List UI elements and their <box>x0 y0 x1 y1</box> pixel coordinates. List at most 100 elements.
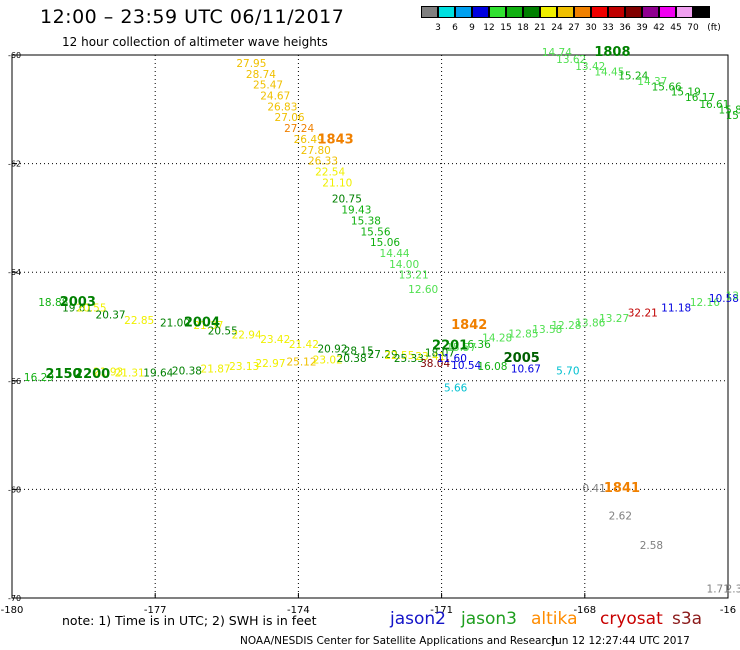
wave-height-label: 13.86 <box>575 318 605 330</box>
wave-height-label: 27.80 <box>301 145 331 157</box>
color-scale-label: 70 <box>687 23 699 33</box>
satellite-legend-item: jason3 <box>461 609 517 629</box>
color-scale-label: 42 <box>653 23 665 33</box>
wave-height-label: 16.29 <box>24 372 54 384</box>
y-tick-label: -62 <box>8 160 21 169</box>
color-scale-swatch <box>455 6 472 18</box>
wave-height-label: 38.04 <box>420 358 450 370</box>
wave-height-label: 13.58 <box>532 324 562 336</box>
wave-height-label: 14.74 <box>542 47 572 59</box>
wave-height-label: 20.92 <box>317 344 347 356</box>
satellite-legend-item: s3a <box>672 609 703 629</box>
wave-height-label: 2.3 <box>726 584 740 596</box>
color-scale-label: 39 <box>636 23 648 33</box>
wave-height-label: 21.37 <box>193 320 223 332</box>
pass-time-label: 1843 <box>317 133 353 148</box>
color-scale-swatch <box>489 6 506 18</box>
color-scale-swatch <box>693 6 710 18</box>
color-scale-swatch <box>574 6 591 18</box>
wave-height-label: 20.38 <box>172 365 202 377</box>
wave-height-label: 22.97 <box>255 358 285 370</box>
wave-height-label: 5.66 <box>444 383 468 395</box>
wave-height-label: 12.85 <box>508 328 538 340</box>
pass-time-label: 2004 <box>184 316 220 331</box>
x-tick-label: -168 <box>573 605 596 616</box>
color-scale-swatch <box>472 6 489 18</box>
satellite-legend-item: cryosat <box>600 609 663 629</box>
wave-height-label: 23.13 <box>229 361 259 373</box>
wave-height-label: 15.86 <box>726 110 740 122</box>
color-scale-swatch <box>506 6 523 18</box>
pass-time-label: 1808 <box>594 45 630 60</box>
wave-height-label: 15.38 <box>351 215 381 227</box>
y-tick-label: -64 <box>8 268 21 277</box>
wave-height-label: 15.66 <box>652 81 682 93</box>
wave-height-label: 15.57 <box>446 342 476 354</box>
wave-height-label: 20.37 <box>96 309 126 321</box>
wave-height-label: 15.56 <box>360 226 390 238</box>
satellite-legend-item: jason2 <box>390 609 446 629</box>
wave-height-label: 21.87 <box>201 364 231 376</box>
pass-time-label: 2201 <box>432 338 468 353</box>
wave-height-label: 22.94 <box>232 329 262 341</box>
x-tick-label: -180 <box>1 605 24 616</box>
wave-height-label: 15.87 <box>718 105 740 117</box>
color-scale-label: 36 <box>619 23 631 33</box>
x-tick-label: -16 <box>720 605 736 616</box>
wave-height-label: 14.37 <box>637 76 667 88</box>
color-scale-label: 9 <box>469 23 475 33</box>
pass-time-label: 1841 <box>604 481 640 496</box>
color-scale-swatch <box>659 6 676 18</box>
wave-height-label: 12.60 <box>408 284 438 296</box>
wave-height-label: 0.41 <box>582 483 605 495</box>
wave-height-label: 13.27 <box>599 313 629 325</box>
pass-time-label: 2005 <box>504 351 540 366</box>
wave-height-label: 27.24 <box>284 123 314 135</box>
wave-height-label: 25.33 <box>394 353 424 365</box>
wave-height-label: 19.64 <box>143 367 173 379</box>
color-scale-swatch <box>523 6 540 18</box>
wave-height-label: 23.41 <box>415 351 445 363</box>
color-scale-label: 30 <box>585 23 597 33</box>
wave-height-label: 18.88 <box>38 297 68 309</box>
wave-height-label: 12.28 <box>551 320 581 332</box>
plot-frame <box>11 54 729 599</box>
wave-height-label: 11.18 <box>661 302 691 314</box>
wave-height-label: 24.67 <box>260 91 290 103</box>
page-subtitle: 12 hour collection of altimeter wave hei… <box>62 35 328 49</box>
pass-time-label: 1842 <box>451 318 487 333</box>
wave-height-label: 15.19 <box>671 87 701 99</box>
color-scale-label: 12 <box>483 23 495 33</box>
color-scale-swatch <box>591 6 608 18</box>
color-scale-label: 24 <box>551 23 563 33</box>
x-tick-label: -177 <box>144 605 167 616</box>
wave-height-label: 2.62 <box>609 510 632 522</box>
color-scale-label: 3 <box>435 23 441 33</box>
wave-height-label: 32.21 <box>628 308 658 320</box>
satellite-legend-item: altika <box>531 609 578 629</box>
color-scale-swatch <box>421 6 438 18</box>
wave-height-label: 27.29 <box>368 349 398 361</box>
wave-height-label: 16.61 <box>699 99 729 111</box>
color-scale-label: 6 <box>452 23 458 33</box>
wave-height-label: 19.43 <box>341 205 371 217</box>
wave-height-label: 15.24 <box>618 70 648 82</box>
wave-height-label: 12.16 <box>690 297 720 309</box>
y-tick-label: -68 <box>8 485 21 494</box>
color-scale-unit: (ft) <box>707 23 721 33</box>
wave-height-label: 20.55 <box>76 302 106 314</box>
wave-height-label: 20.55 <box>208 326 238 338</box>
wave-height-label: 27.95 <box>236 58 266 70</box>
wave-height-label: 10.67 <box>511 364 541 376</box>
wave-height-label: 16.08 <box>477 361 507 373</box>
wave-height-label: 26.33 <box>308 156 338 168</box>
wave-height-label: 13.98 <box>726 290 740 302</box>
wave-height-label: 22.85 <box>124 315 154 327</box>
color-scale-label: 15 <box>500 23 512 33</box>
wave-height-label: 13.21 <box>399 270 429 282</box>
wave-height-label: 14.45 <box>594 67 624 79</box>
color-scale-swatch <box>557 6 574 18</box>
wave-height-label: 5.70 <box>556 365 579 377</box>
wave-height-label: 1.71 <box>707 584 730 596</box>
